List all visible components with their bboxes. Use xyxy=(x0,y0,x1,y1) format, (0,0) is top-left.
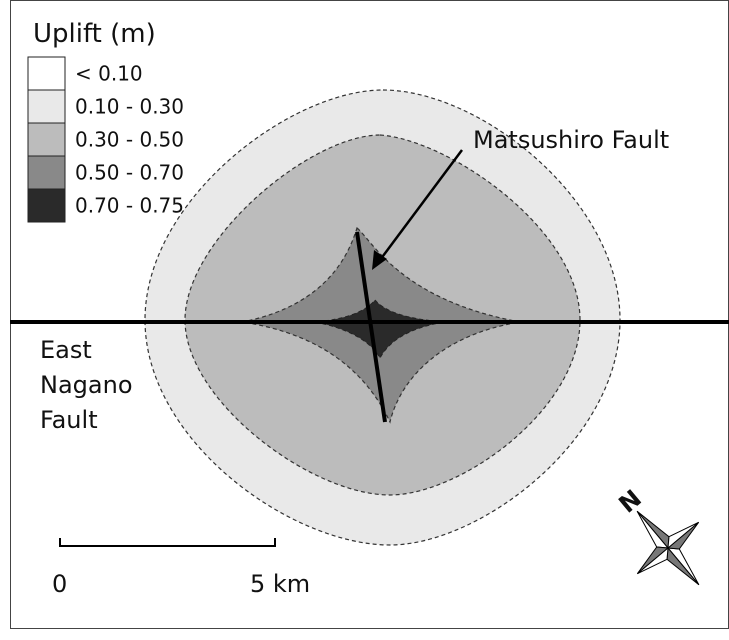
legend-label: 0.30 - 0.50 xyxy=(75,128,184,152)
legend-swatch xyxy=(27,188,66,223)
legend-label: < 0.10 xyxy=(75,62,143,86)
east-nagano-label: Nagano xyxy=(40,371,133,399)
arrow-head xyxy=(372,250,387,270)
east-nagano-label: East xyxy=(40,336,92,364)
legend-label: 0.50 - 0.70 xyxy=(75,161,184,185)
scale-end: 5 km xyxy=(250,570,310,598)
legend: < 0.10 0.10 - 0.30 0.30 - 0.50 0.50 - 0.70 0… xyxy=(27,56,184,223)
contour-0.70-0.75 xyxy=(314,299,446,360)
east-nagano-label: Fault xyxy=(40,406,98,434)
scale-start: 0 xyxy=(52,570,67,598)
compass: N xyxy=(614,484,700,586)
legend-label: 0.70 - 0.75 xyxy=(75,194,184,218)
matsushiro-label: Matsushiro Fault xyxy=(473,126,669,154)
legend-label: 0.10 - 0.30 xyxy=(75,95,184,119)
legend-swatch xyxy=(27,155,66,190)
legend-title: Uplift (m) xyxy=(33,19,156,49)
pointer-arrow xyxy=(378,149,464,261)
uplift-contours xyxy=(144,89,621,546)
legend-swatch xyxy=(27,56,66,91)
legend-swatch xyxy=(27,89,66,124)
legend-swatch xyxy=(27,122,66,157)
matsushiro-fault-line xyxy=(355,231,387,423)
scale-bar: 0 5 km xyxy=(52,538,310,598)
